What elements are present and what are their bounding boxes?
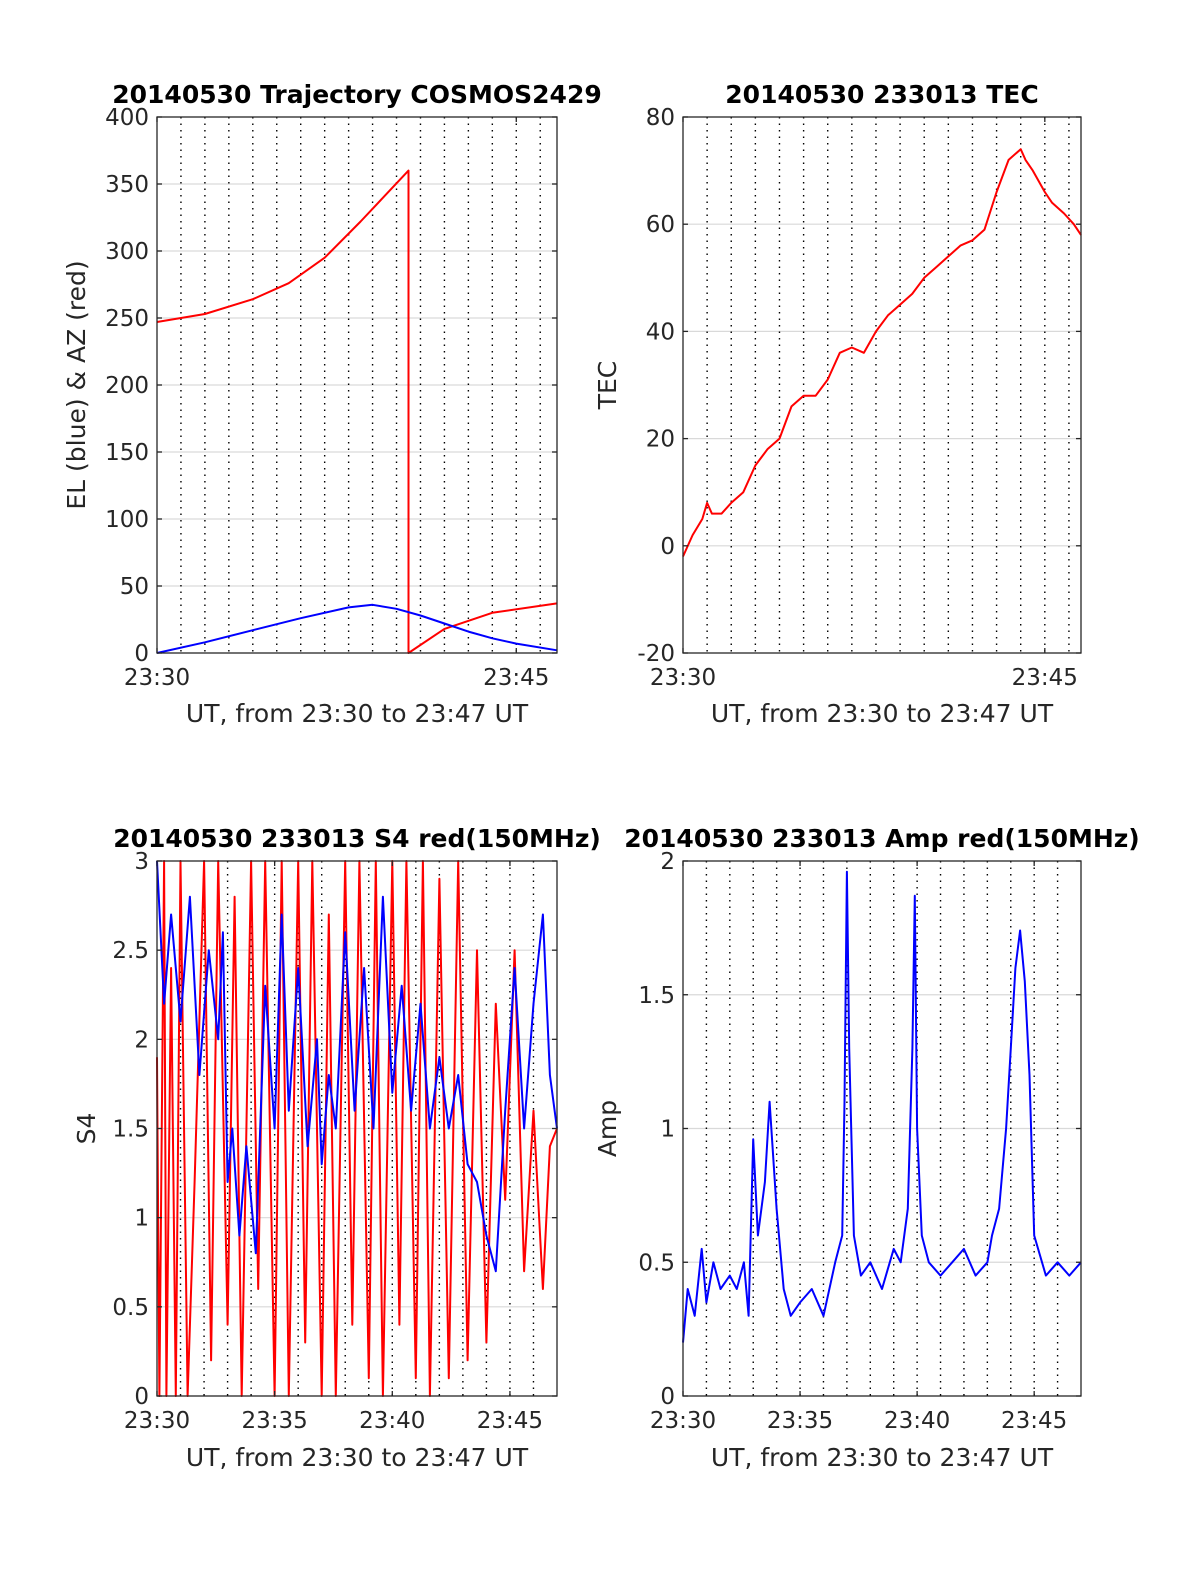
series-line-red [682,148,1082,557]
y-tick-label: 40 [646,319,675,345]
series-line-blue [156,603,558,654]
y-tick-label: 3 [134,849,149,875]
chart-amp: 0 0.5 1 1.5 2 23:30 23:35 23:40 23:45 20140530 23… [593,824,1140,1472]
x-axis-label: UT, from 23:30 to 23:47 UT [186,1443,529,1472]
y-tick-label: 300 [105,239,149,265]
x-tick-label: 23:45 [1001,1408,1067,1434]
series-line-blue [682,870,1082,1343]
x-tick-label: 23:40 [884,1408,950,1434]
y-tick-label: 100 [105,507,149,533]
x-tick-label: 23:35 [241,1408,307,1434]
chart-tec: -20 0 20 40 60 80 23:30 23:45 20140530 233013 TE… [593,80,1082,728]
y-tick-label: 0 [134,1384,149,1410]
y-tick-label: 0 [660,1384,675,1410]
y-tick-label: 150 [105,440,149,466]
x-tick-label: 23:30 [650,1408,716,1434]
x-tick-label: 23:30 [124,1408,190,1434]
y-tick-label: -20 [637,641,675,667]
y-tick-label: 250 [105,306,149,332]
x-tick-label: 23:40 [359,1408,425,1434]
y-tick-label: 1 [134,1206,149,1232]
series-line-blue [156,860,558,1273]
y-tick-label: 2.5 [112,938,149,964]
chart-title: 20140530 Trajectory COSMOS2429 [112,80,602,109]
y-axis-label: Amp [593,1100,622,1157]
y-tick-label: 50 [120,574,149,600]
y-axis-label: S4 [72,1113,101,1145]
chart-s4: 0 0.5 1 1.5 2 2.5 3 23:30 23:35 23:40 23:45 2014053… [72,824,601,1472]
chart-title: 20140530 233013 Amp red(150MHz) [624,824,1140,853]
y-tick-label: 20 [646,427,675,453]
x-axis-label: UT, from 23:30 to 23:47 UT [711,699,1054,728]
y-axis-label: TEC [593,361,622,411]
y-tick-label: 0 [134,641,149,667]
chart-title: 20140530 233013 S4 red(150MHz) [113,824,601,853]
y-tick-label: 60 [646,212,675,238]
x-tick-label: 23:45 [1012,665,1078,691]
y-tick-label: 1 [660,1117,675,1143]
x-tick-label: 23:35 [767,1408,833,1434]
y-tick-label: 200 [105,373,149,399]
y-tick-label: 80 [646,105,675,131]
y-axis-label: EL (blue) & AZ (red) [62,260,91,509]
x-tick-label: 23:30 [650,665,716,691]
chart-trajectory: 0 50 100 150 200 250 300 350 400 23:30 23:45 201405… [62,80,602,728]
y-tick-label: 400 [105,105,149,131]
x-tick-label: 23:45 [483,665,549,691]
axes-box [682,116,1082,654]
y-tick-label: 350 [105,172,149,198]
x-tick-label: 23:30 [124,665,190,691]
x-tick-label: 23:45 [477,1408,543,1434]
plot-area [683,117,1081,653]
y-tick-label: 0.5 [112,1295,149,1321]
chart-title: 20140530 233013 TEC [725,80,1038,109]
y-tick-label: 0.5 [638,1250,675,1276]
x-axis-label: UT, from 23:30 to 23:47 UT [186,699,529,728]
y-tick-label: 1.5 [638,983,675,1009]
x-axis-label: UT, from 23:30 to 23:47 UT [711,1443,1054,1472]
y-tick-label: 2 [134,1027,149,1053]
y-tick-label: 2 [660,849,675,875]
y-tick-label: 1.5 [112,1117,149,1143]
y-tick-label: 0 [660,534,675,560]
